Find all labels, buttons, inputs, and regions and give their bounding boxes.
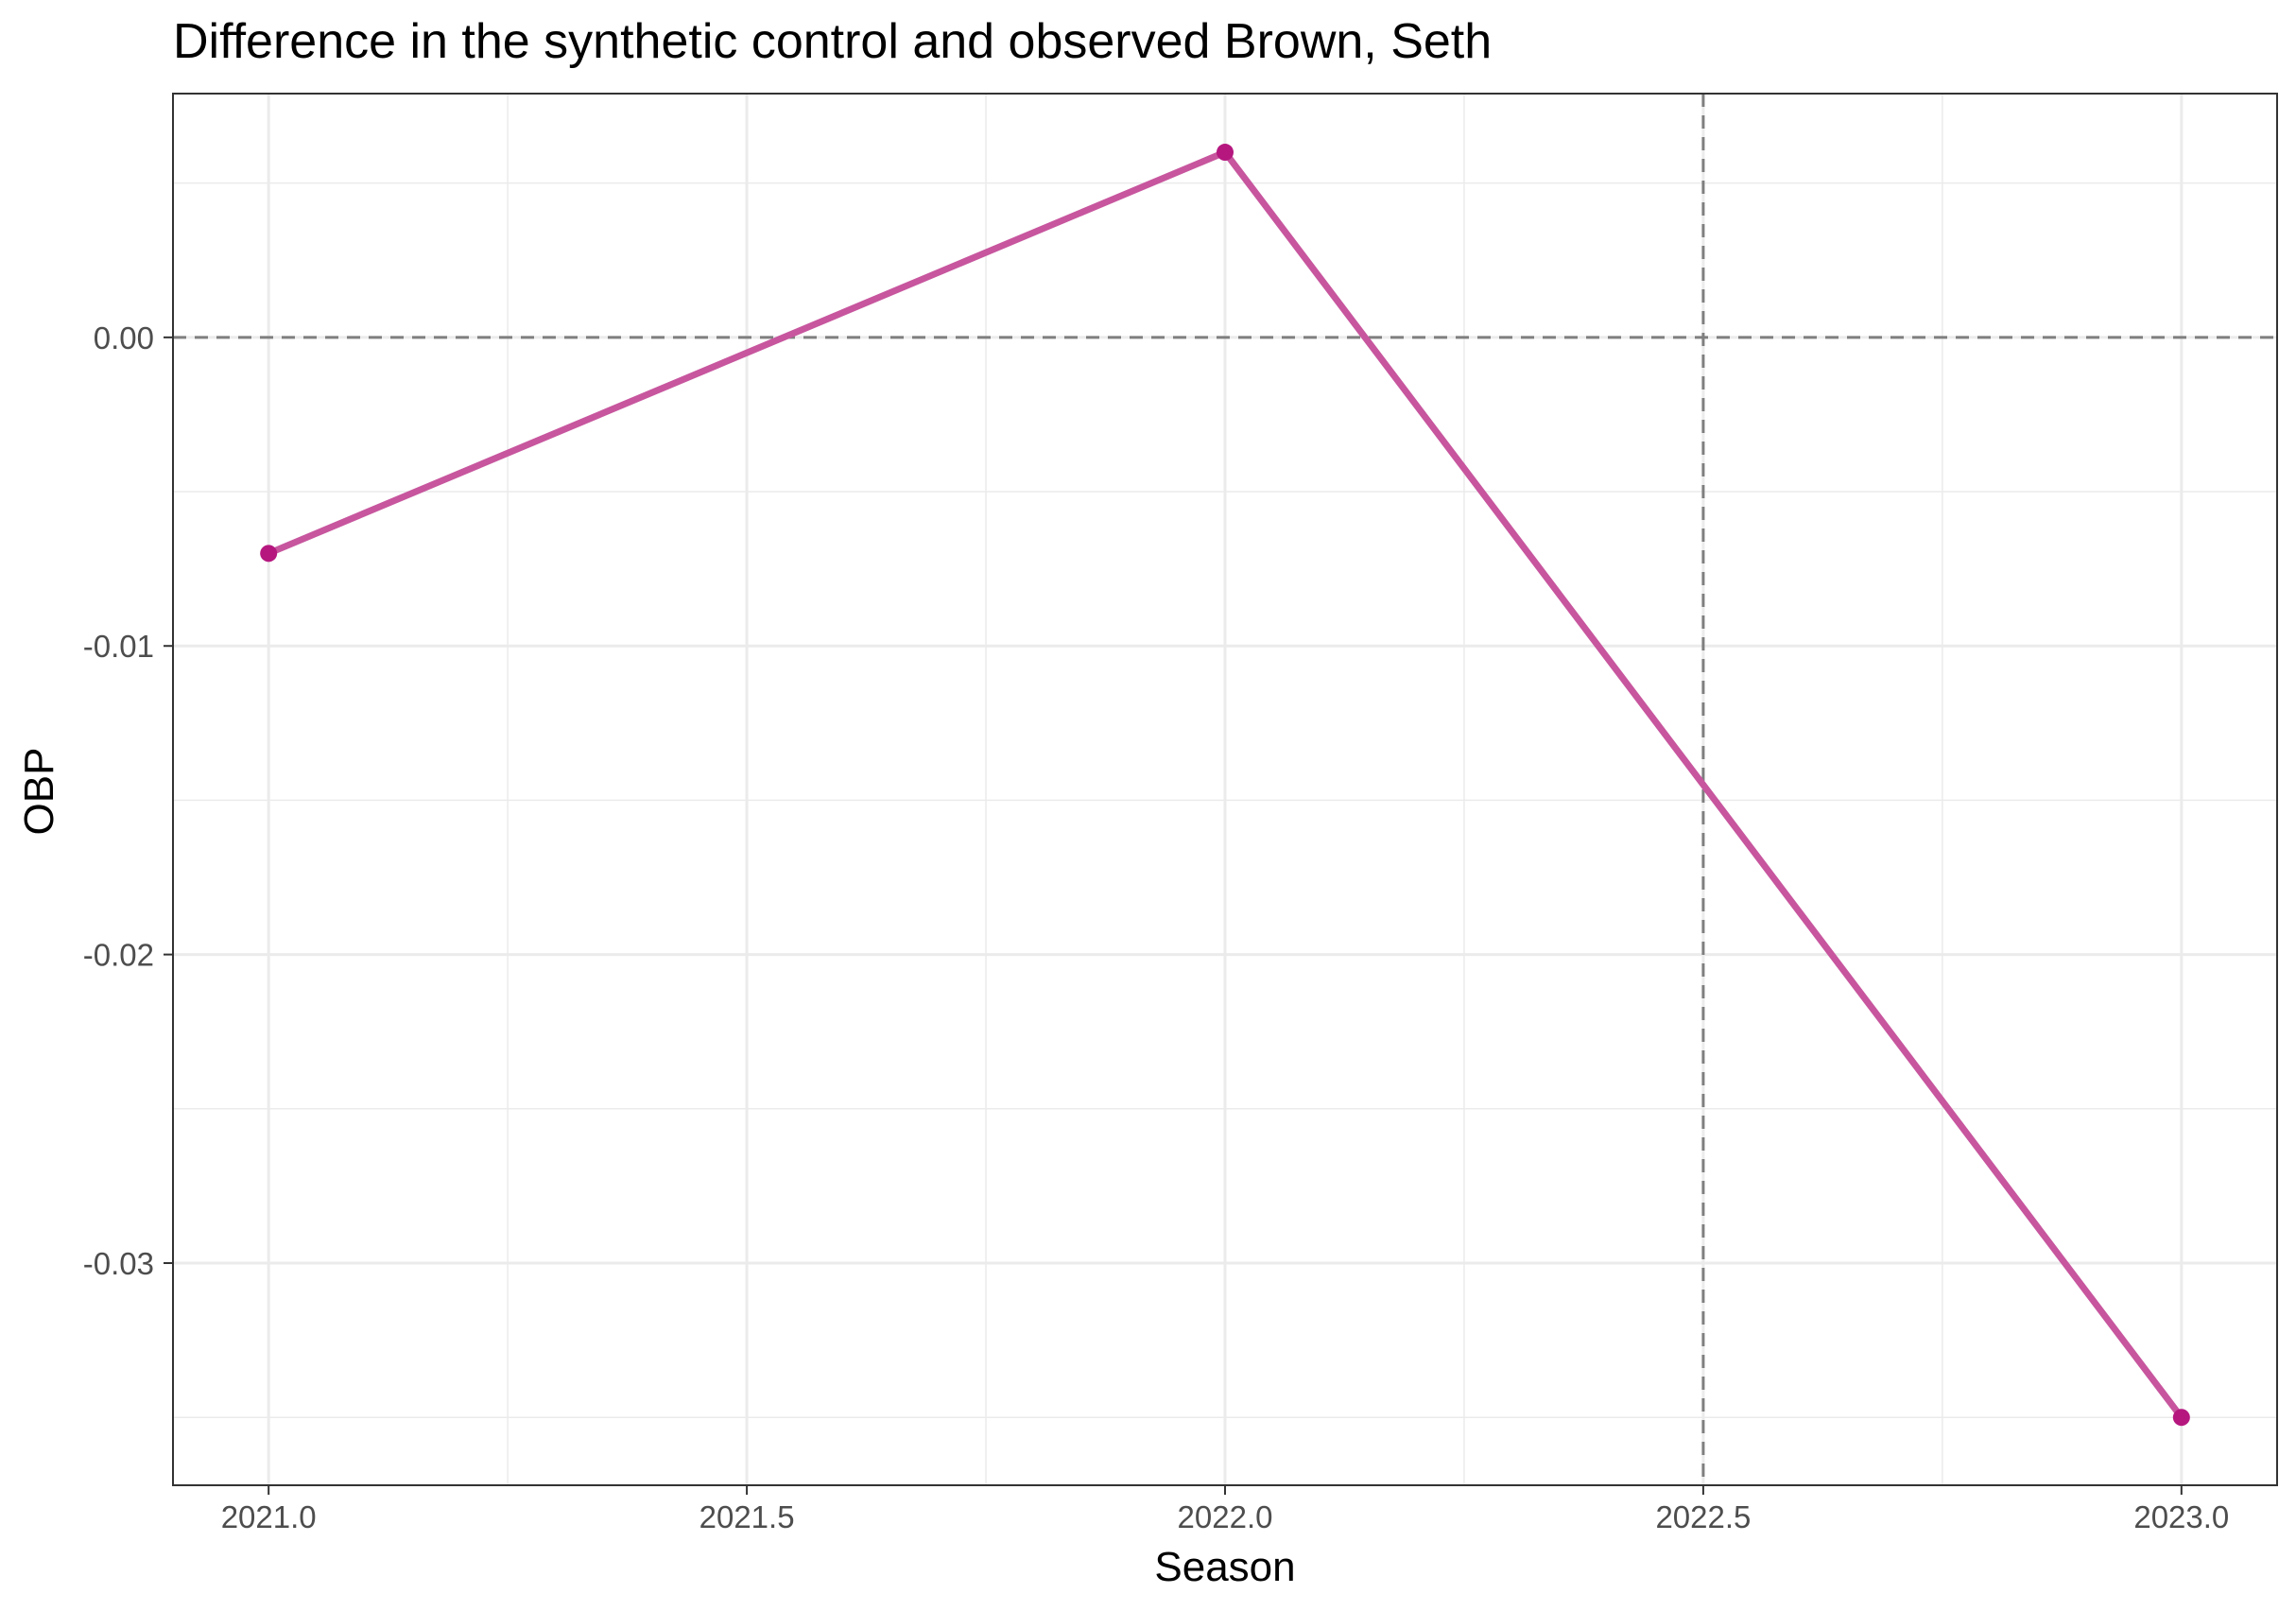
y-tick-label: 0.00 xyxy=(94,320,154,355)
major-gridlines xyxy=(173,94,2277,1485)
y-tick-label: -0.01 xyxy=(83,629,154,664)
x-tick-label: 2023.0 xyxy=(2133,1499,2229,1534)
data-series xyxy=(260,144,2190,1427)
y-tick-label: -0.02 xyxy=(83,938,154,973)
y-axis-ticks: 0.00 -0.01 -0.02 -0.03 xyxy=(83,320,173,1281)
y-tick-label: -0.03 xyxy=(83,1246,154,1281)
x-tick-label: 2022.0 xyxy=(1178,1499,1273,1534)
x-tick-label: 2022.5 xyxy=(1655,1499,1751,1534)
x-axis-ticks: 2021.0 2021.5 2022.0 2022.5 2023.0 xyxy=(221,1485,2229,1534)
x-tick-label: 2021.0 xyxy=(221,1499,317,1534)
x-axis-title: Season xyxy=(1154,1544,1295,1590)
chart-title: Difference in the synthetic control and … xyxy=(173,14,1492,69)
y-axis-title: OBP xyxy=(16,748,62,836)
x-tick-label: 2021.5 xyxy=(699,1499,795,1534)
data-point xyxy=(1217,144,1234,162)
data-point xyxy=(260,545,278,563)
data-point xyxy=(2172,1409,2190,1427)
